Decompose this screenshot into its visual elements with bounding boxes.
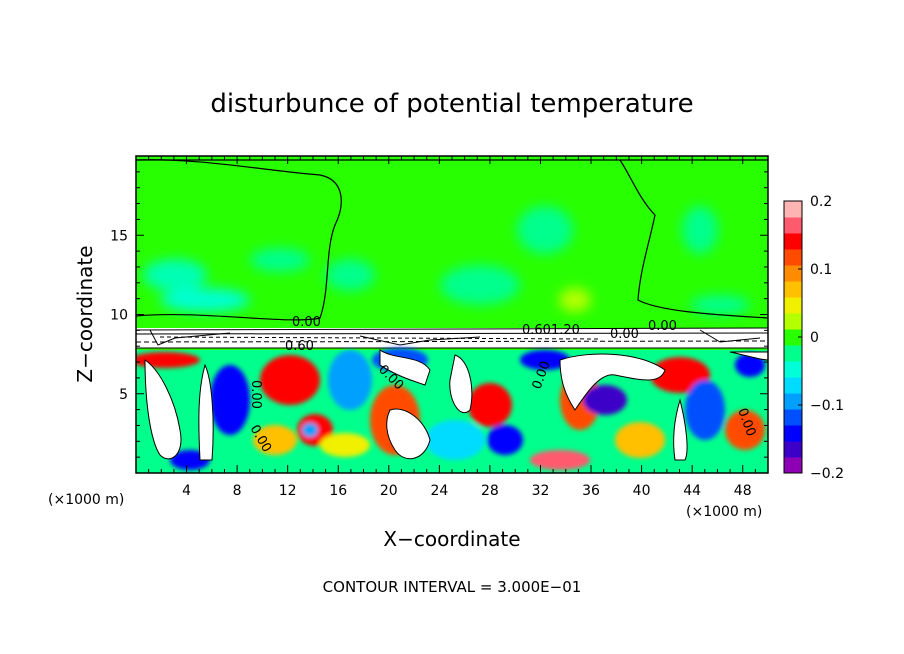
colorbar-swatch (784, 201, 802, 218)
colorbar-swatch (784, 457, 802, 474)
contour-label: 0.601.20 (522, 323, 580, 338)
x-tick-label: 16 (329, 483, 347, 499)
x-tick-label: 40 (633, 483, 651, 499)
colorbar-swatch (784, 361, 802, 378)
y-tick-label: 10 (110, 308, 128, 324)
colorbar-tick-label: −0.1 (810, 398, 844, 414)
chart-title: disturbunce of potential temperature (210, 89, 693, 119)
x-tick-label: 20 (380, 483, 398, 499)
colorbar-swatch (784, 313, 802, 330)
colorbar-swatch (784, 297, 802, 314)
contour-label: 0.00 (248, 380, 263, 409)
colorbar-tick-label: 0.1 (810, 262, 832, 278)
colorbar-tick-label: −0.2 (810, 466, 844, 482)
x-tick-label: 8 (233, 483, 242, 499)
x-tick-label: 12 (279, 483, 297, 499)
colorbar-swatch (784, 249, 802, 266)
colorbar-swatch (784, 265, 802, 282)
x-unit-left: (×1000 m) (48, 492, 124, 508)
x-tick-label: 48 (734, 483, 752, 499)
colorbar-swatch (784, 217, 802, 234)
colorbar-ticks: 0.2 0.1 0 −0.1 −0.2 (798, 194, 844, 482)
plot-field (136, 156, 768, 473)
x-tick-label: 44 (683, 483, 701, 499)
x-tick-label: 28 (481, 483, 499, 499)
contour-interval: CONTOUR INTERVAL = 3.000E−01 (323, 578, 582, 596)
colorbar-swatch (784, 345, 802, 362)
x-axis: 4 8 12 16 20 24 28 32 36 40 44 48 (135, 156, 769, 499)
colorbar-swatch (784, 425, 802, 442)
colorbar (783, 200, 803, 474)
x-unit-right: (×1000 m) (686, 504, 762, 520)
y-axis: 5 10 15 (110, 155, 768, 474)
y-tick-label: 15 (110, 228, 128, 244)
y-axis-title: Z−coordinate (73, 245, 97, 382)
colorbar-tick-label: 0 (810, 330, 819, 346)
colorbar-swatch (784, 233, 802, 250)
contour-label: 0.00 (610, 327, 639, 342)
colorbar-swatch (784, 377, 802, 394)
colorbar-swatch (784, 441, 802, 458)
x-tick-label: 32 (532, 483, 550, 499)
colorbar-swatch (784, 409, 802, 426)
x-tick-label: 24 (430, 483, 448, 499)
x-tick-label: 4 (182, 483, 191, 499)
colorbar-swatch (784, 329, 802, 346)
contour-label: 0.00 (292, 315, 321, 330)
contour-label: 0.60 (285, 339, 314, 354)
colorbar-swatch (784, 393, 802, 410)
contour-label: 0.00 (648, 319, 677, 334)
x-tick-label: 36 (582, 483, 600, 499)
colorbar-tick-label: 0.2 (810, 194, 832, 210)
colorbar-swatch (784, 281, 802, 298)
x-axis-title: X−coordinate (383, 527, 520, 551)
y-tick-label: 5 (119, 387, 128, 403)
